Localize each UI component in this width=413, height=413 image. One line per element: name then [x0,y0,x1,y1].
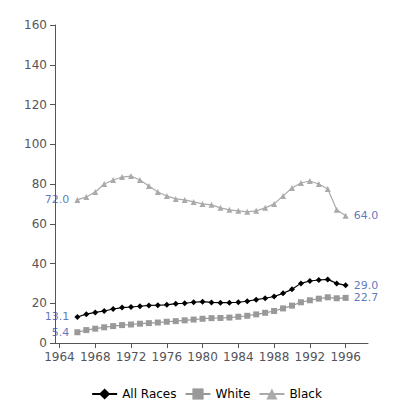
svg-text:0: 0 [39,336,47,350]
svg-text:20: 20 [32,296,47,310]
svg-text:1976: 1976 [152,350,183,364]
svg-text:1968: 1968 [80,350,111,364]
svg-text:1996: 1996 [330,350,361,364]
svg-text:Black: Black [289,387,322,401]
svg-text:80: 80 [32,177,47,191]
svg-text:60: 60 [32,217,47,231]
svg-text:13.1: 13.1 [45,310,70,323]
svg-text:22.7: 22.7 [354,291,379,304]
svg-text:1964: 1964 [44,350,75,364]
svg-text:100: 100 [24,137,47,151]
svg-text:1992: 1992 [295,350,326,364]
svg-text:72.0: 72.0 [45,193,70,206]
svg-text:120: 120 [24,98,47,112]
svg-text:140: 140 [24,58,47,72]
svg-text:64.0: 64.0 [354,209,379,222]
svg-text:All Races: All Races [122,387,176,401]
svg-text:1984: 1984 [223,350,254,364]
svg-text:1980: 1980 [187,350,218,364]
svg-text:29.0: 29.0 [354,279,379,292]
svg-text:1972: 1972 [116,350,147,364]
svg-text:White: White [215,387,250,401]
svg-text:40: 40 [32,257,47,271]
svg-text:5.4: 5.4 [52,326,70,339]
svg-text:1988: 1988 [259,350,290,364]
svg-text:160: 160 [24,18,47,32]
